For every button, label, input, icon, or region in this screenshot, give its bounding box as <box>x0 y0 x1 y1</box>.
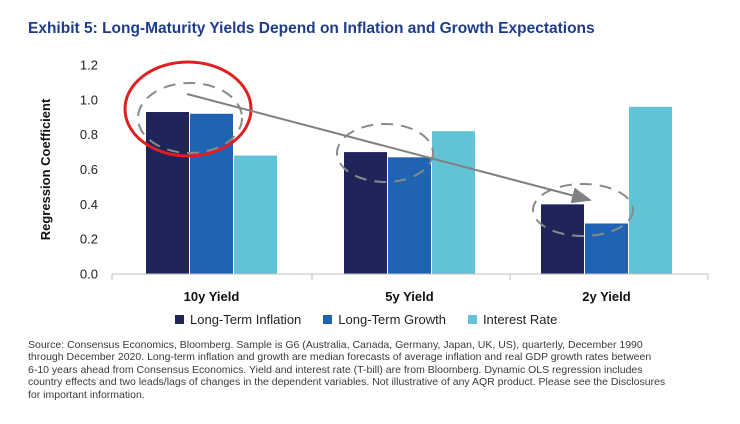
bar-interest-rate-10y-yield <box>234 155 277 274</box>
legend-label: Long-Term Inflation <box>190 312 302 327</box>
bar-long-term-inflation-10y-yield <box>146 112 189 275</box>
y-tick-label: 1.2 <box>80 58 98 73</box>
source-line: Source: Consensus Economics, Bloomberg. … <box>28 339 643 351</box>
x-category-label: 5y Yield <box>385 289 433 304</box>
y-tick-label: 0.8 <box>80 127 98 142</box>
source-line: for important information. <box>28 388 145 401</box>
y-axis: 0.0 0.2 0.4 0.6 0.8 1.0 1.2 Regression Coeffici… <box>38 58 98 282</box>
bar-long-term-growth-2y-yield <box>585 223 628 274</box>
legend-item: Interest Rate <box>467 312 558 327</box>
legend-item: Long-Term Growth <box>323 312 446 327</box>
legend: Long-Term Inflation Long-Term Growth Inter… <box>175 312 557 327</box>
bar-long-term-inflation-5y-yield <box>344 152 387 274</box>
chart-title: Exhibit 5: Long-Maturity Yields Depend o… <box>28 20 595 37</box>
trend-arrow <box>186 93 592 204</box>
bar-interest-rate-2y-yield <box>629 106 672 274</box>
legend-label: Interest Rate <box>482 312 558 327</box>
source-note: Source: Consensus Economics, Bloomberg. … <box>28 339 728 401</box>
bar-long-term-growth-10y-yield <box>190 113 233 275</box>
x-axis: 10y Yield 5y Yield 2y Yield <box>111 273 709 304</box>
legend-swatch <box>323 315 333 324</box>
bar-long-term-growth-5y-yield <box>388 157 431 274</box>
x-category-label: 10y Yield <box>184 289 240 304</box>
bar-chart: 0.0 0.2 0.4 0.6 0.8 1.0 1.2 Regression Coeffici… <box>38 58 709 304</box>
dashed-ellipse-5y <box>336 123 434 183</box>
source-line: country effects and two leads/lags of ch… <box>28 376 666 389</box>
annotations <box>123 60 634 237</box>
y-axis-label: Regression Coefficient <box>38 98 53 240</box>
legend-swatch <box>175 315 184 324</box>
y-tick-label: 1.0 <box>80 92 98 107</box>
y-tick-label: 0.4 <box>80 197 98 212</box>
bar-interest-rate-5y-yield <box>432 131 475 274</box>
bars <box>146 106 672 275</box>
legend-label: Long-Term Growth <box>338 312 446 327</box>
y-tick-label: 0.0 <box>80 267 98 282</box>
x-category-label: 2y Yield <box>582 289 630 304</box>
dashed-ellipse-2y <box>532 183 634 237</box>
red-circle-10y <box>123 60 253 158</box>
legend-swatch <box>467 315 477 324</box>
source-line: 6-10 years ahead from Consensus Economic… <box>28 363 643 376</box>
dashed-ellipse-10y <box>137 82 243 154</box>
y-tick-label: 0.2 <box>80 232 98 247</box>
source-line: through December 2020. Long-term inflati… <box>28 351 652 364</box>
bar-long-term-inflation-2y-yield <box>541 204 584 274</box>
y-tick-label: 0.6 <box>80 162 98 177</box>
legend-item: Long-Term Inflation <box>175 312 301 327</box>
